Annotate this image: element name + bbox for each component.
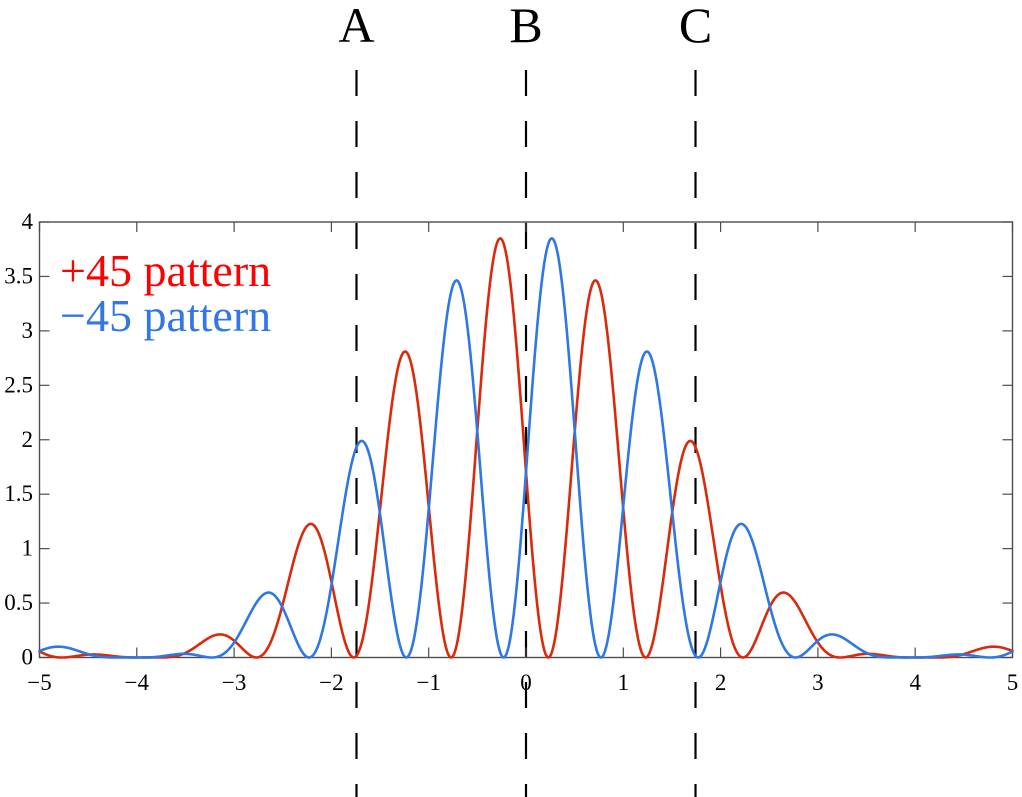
svg-text:0: 0: [520, 670, 532, 695]
svg-text:2: 2: [22, 427, 34, 452]
svg-text:A: A: [338, 0, 374, 53]
svg-text:−2: −2: [319, 670, 343, 695]
svg-text:−3: −3: [222, 670, 246, 695]
svg-text:2.5: 2.5: [4, 372, 33, 397]
svg-text:4: 4: [909, 670, 921, 695]
svg-text:−45 pattern: −45 pattern: [60, 290, 271, 341]
svg-text:−5: −5: [27, 670, 51, 695]
svg-text:C: C: [679, 0, 712, 53]
svg-text:5: 5: [1007, 670, 1019, 695]
svg-text:1.5: 1.5: [4, 481, 33, 506]
svg-text:−1: −1: [416, 670, 440, 695]
svg-text:−4: −4: [125, 670, 150, 695]
svg-text:3: 3: [812, 670, 824, 695]
svg-text:1: 1: [618, 670, 630, 695]
svg-text:2: 2: [715, 670, 727, 695]
svg-text:0.5: 0.5: [4, 590, 33, 615]
svg-text:3.5: 3.5: [4, 264, 33, 289]
svg-text:+45 pattern: +45 pattern: [60, 245, 271, 296]
svg-text:3: 3: [22, 318, 34, 343]
svg-text:0: 0: [22, 645, 34, 670]
svg-text:4: 4: [22, 209, 34, 234]
svg-text:B: B: [509, 0, 542, 53]
svg-text:1: 1: [22, 536, 34, 561]
